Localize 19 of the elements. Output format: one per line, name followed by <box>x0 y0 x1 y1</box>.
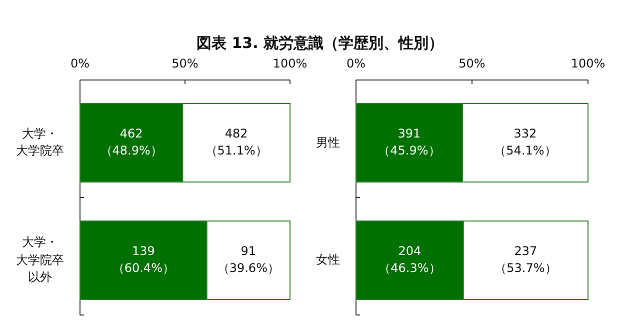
x-tick-label: 0% <box>70 56 90 70</box>
data-label: 139 （60.4%） <box>112 244 174 276</box>
y-tick-label: 女性 <box>315 252 341 269</box>
data-label: 462 （48.9%） <box>100 126 162 158</box>
data-label: 482 （51.1%） <box>205 126 268 158</box>
y-tick-label: 大学・大学院卒 <box>15 125 65 160</box>
x-tick-label: 100% <box>570 56 606 70</box>
x-tick-label: 50% <box>172 56 198 70</box>
data-label: 332 （54.1%） <box>494 126 556 158</box>
data-label: 91 （39.6%） <box>217 244 280 276</box>
x-tick-label: 0% <box>346 56 366 70</box>
data-label: 237 （53.7%） <box>494 244 557 276</box>
x-tick-label: 50% <box>458 56 486 70</box>
y-tick-label: 大学・大学院卒以外 <box>15 234 65 286</box>
y-tick-label: 男性 <box>315 134 341 152</box>
chart-title: 図表 13. 就労意識（学歴別、性別） <box>196 34 444 52</box>
data-label: 391 （45.9%） <box>378 126 440 158</box>
data-label: 204 （46.3%） <box>378 244 441 276</box>
x-tick-label: 100% <box>272 56 308 70</box>
